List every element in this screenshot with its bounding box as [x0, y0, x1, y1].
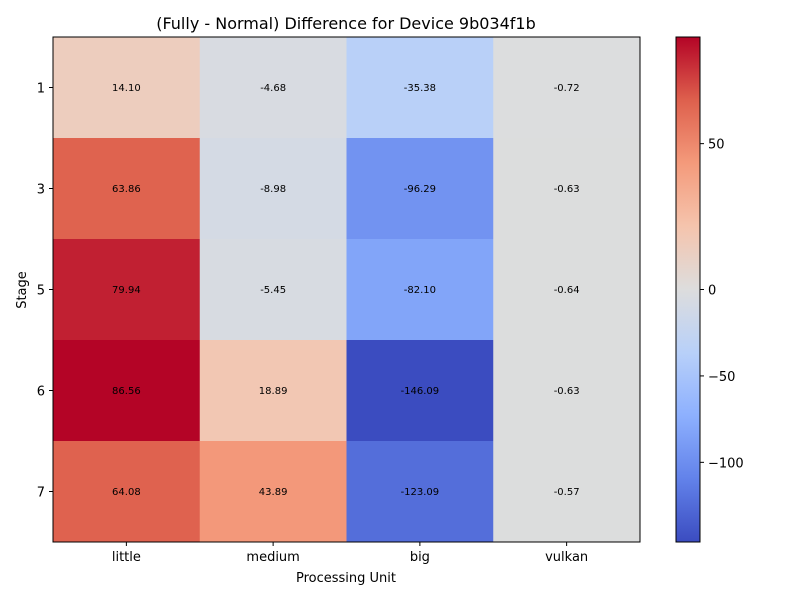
y-tick-label: 7 — [37, 486, 45, 501]
heatmap-cell — [53, 340, 201, 442]
x-tick-label: little — [112, 550, 141, 565]
cell-value-label: -96.29 — [404, 184, 436, 195]
heatmap-cell — [346, 138, 494, 240]
cell-value-label: -35.38 — [404, 83, 436, 94]
heatmap-cell — [199, 441, 347, 543]
colorbar-tick-label: −50 — [708, 370, 735, 385]
cell-value-label: -0.57 — [554, 487, 580, 498]
cell-value-label: -0.64 — [554, 285, 580, 296]
cell-value-label: 43.89 — [259, 487, 288, 498]
heatmap-cell — [199, 340, 347, 442]
x-tick-label: big — [410, 550, 430, 565]
cell-value-label: 14.10 — [112, 83, 141, 94]
heatmap-cell — [346, 239, 494, 341]
heatmap-cell — [53, 37, 201, 139]
cell-value-label: -4.68 — [260, 83, 286, 94]
heatmap-cell — [346, 340, 494, 442]
heatmap-cell — [53, 239, 201, 341]
heatmap-cell — [199, 138, 347, 240]
x-tick-label: vulkan — [545, 550, 588, 565]
cell-value-label: 64.08 — [112, 487, 141, 498]
heatmap-cell — [346, 37, 494, 139]
cell-value-label: -8.98 — [260, 184, 286, 195]
heatmap-cell — [493, 239, 641, 341]
chart-title: (Fully - Normal) Difference for Device 9… — [156, 14, 536, 33]
heatmap-cell — [199, 239, 347, 341]
heatmap-cells: 14.10 -4.68 -35.38 -0.72 63.86 -8.98 -96.29 -0.… — [53, 37, 641, 543]
cell-value-label: -5.45 — [260, 285, 286, 296]
heatmap-cell — [346, 441, 494, 543]
y-tick-label: 5 — [37, 284, 45, 299]
heatmap-cell — [493, 37, 641, 139]
heatmap-cell — [53, 138, 201, 240]
x-tick-label: medium — [246, 550, 299, 565]
colorbar-ticks: 50 0 −50 −100 — [700, 138, 744, 471]
y-tick-label: 3 — [37, 183, 45, 198]
cell-value-label: -0.72 — [554, 83, 580, 94]
y-axis-label: Stage — [15, 271, 30, 309]
cell-value-label: 79.94 — [112, 285, 141, 296]
x-axis: little medium big vulkan — [112, 542, 588, 565]
colorbar-tick-label: 50 — [708, 138, 725, 153]
cell-value-label: -0.63 — [554, 386, 580, 397]
heatmap-cell — [493, 441, 641, 543]
y-axis: 1 3 5 6 7 — [37, 82, 53, 501]
cell-value-label: -0.63 — [554, 184, 580, 195]
cell-value-label: 63.86 — [112, 184, 141, 195]
cell-value-label: -82.10 — [404, 285, 436, 296]
heatmap-cell — [493, 340, 641, 442]
cell-value-label: -123.09 — [401, 487, 440, 498]
cell-value-label: -146.09 — [401, 386, 440, 397]
colorbar — [675, 36, 701, 543]
colorbar-tick-label: 0 — [708, 284, 716, 299]
cell-value-label: 86.56 — [112, 386, 141, 397]
y-tick-label: 1 — [37, 82, 45, 97]
x-axis-label: Processing Unit — [296, 571, 396, 586]
cell-value-label: 18.89 — [259, 386, 288, 397]
heatmap-cell — [53, 441, 201, 543]
heatmap-cell — [493, 138, 641, 240]
y-tick-label: 6 — [37, 385, 45, 400]
heatmap-cell — [199, 37, 347, 139]
colorbar-tick-label: −100 — [708, 456, 744, 471]
